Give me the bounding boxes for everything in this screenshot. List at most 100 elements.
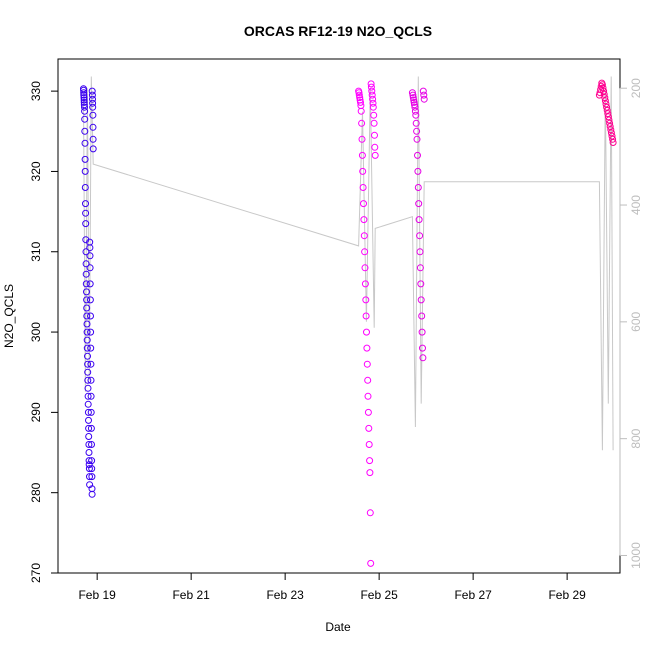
data-point-flight-3 [415, 216, 423, 224]
data-point-flight-1 [86, 252, 94, 260]
data-point-flight-1 [88, 465, 96, 473]
data-point-flight-4 [609, 139, 617, 146]
data-point-flight-1 [84, 408, 92, 416]
x-tick-label: Feb 23 [266, 588, 304, 602]
data-point-flight-2 [362, 312, 370, 320]
data-point-flight-4 [606, 119, 614, 127]
data-point-flight-2 [361, 280, 369, 288]
data-point-flight-1 [85, 465, 93, 473]
data-point-flight-2 [358, 119, 366, 127]
data-point-flight-1 [83, 320, 91, 328]
data-point-flight-1 [81, 103, 88, 111]
data-point-flight-1 [88, 91, 96, 99]
data-point-flight-3 [409, 94, 417, 102]
y-tick-label: 280 [29, 482, 43, 502]
data-point-flight-1 [85, 449, 93, 456]
data-point-flight-2 [363, 328, 370, 336]
data-point-flight-1 [89, 135, 97, 143]
data-point-flight-4 [600, 87, 608, 95]
data-point-flight-2 [370, 119, 378, 127]
data-point-flight-4 [606, 123, 614, 130]
data-point-flight-1 [81, 107, 89, 115]
data-point-flight-2 [367, 80, 375, 88]
data-point-flight-1 [86, 244, 94, 252]
data-point-flight-3 [414, 167, 422, 175]
x-tick-label: Feb 27 [454, 588, 492, 602]
data-point-flight-2 [364, 392, 372, 400]
data-point-flight-1 [84, 392, 92, 400]
data-point-flight-3 [414, 151, 421, 159]
data-point-flight-2 [363, 344, 371, 352]
data-point-flight-1 [81, 127, 89, 135]
data-point-flight-3 [412, 111, 420, 119]
data-point-flight-2 [358, 135, 366, 143]
data-point-flight-3 [409, 91, 417, 99]
data-point-flight-2 [358, 151, 366, 159]
data-point-flight-2 [371, 151, 379, 159]
data-point-flight-4 [602, 100, 610, 108]
data-point-flight-3 [414, 184, 422, 191]
data-point-flight-1 [87, 344, 95, 352]
y-tick-label: 310 [29, 241, 43, 261]
data-point-flight-2 [371, 143, 379, 151]
data-point-flight-4 [604, 110, 612, 118]
data-point-flight-2 [370, 111, 378, 119]
data-point-flight-1 [84, 376, 92, 384]
data-point-flight-3 [418, 312, 426, 320]
data-point-flight-3 [420, 95, 428, 103]
data-point-flight-3 [411, 107, 419, 115]
data-point-flight-3 [411, 101, 418, 109]
data-point-flight-1 [80, 89, 88, 97]
data-point-flight-4 [607, 126, 615, 134]
data-points-layer [80, 79, 617, 567]
data-point-flight-1 [86, 473, 93, 481]
data-point-flight-3 [410, 96, 418, 104]
y2-tick-label: 400 [629, 195, 643, 215]
data-point-flight-3 [419, 354, 427, 362]
data-point-flight-2 [357, 98, 364, 106]
data-point-flight-2 [367, 559, 375, 567]
data-point-flight-2 [367, 83, 375, 91]
data-point-flight-3 [418, 328, 426, 336]
data-point-flight-1 [80, 86, 88, 94]
data-point-flight-1 [87, 376, 95, 384]
data-point-flight-1 [83, 312, 91, 320]
pressure-trace [83, 76, 614, 451]
data-point-flight-2 [371, 131, 378, 139]
data-point-flight-1 [87, 408, 95, 416]
data-point-flight-4 [605, 116, 613, 124]
data-point-flight-1 [82, 248, 90, 256]
data-point-flight-2 [365, 424, 373, 432]
data-point-flight-1 [84, 400, 92, 408]
data-point-flight-1 [82, 209, 90, 217]
data-point-flight-1 [89, 145, 97, 153]
y2-tick-label: 800 [629, 428, 643, 448]
data-point-flight-1 [80, 91, 88, 99]
data-point-flight-2 [355, 89, 363, 97]
y-tick-label: 300 [29, 322, 43, 342]
data-point-flight-1 [82, 270, 90, 278]
data-point-flight-1 [87, 392, 95, 400]
data-point-flight-1 [81, 115, 89, 123]
x-tick-label: Feb 25 [360, 588, 398, 602]
data-point-flight-1 [84, 352, 91, 360]
data-point-flight-2 [363, 360, 371, 368]
data-point-flight-1 [83, 288, 90, 296]
data-point-flight-1 [88, 490, 96, 498]
data-point-flight-1 [83, 296, 91, 304]
y2-tick-label: 600 [629, 312, 643, 332]
chart-title: ORCAS RF12-19 N2O_QCLS [244, 23, 432, 39]
data-point-flight-1 [83, 344, 91, 352]
data-point-flight-3 [416, 264, 424, 272]
data-point-flight-4 [603, 106, 611, 114]
data-point-flight-1 [88, 441, 95, 448]
data-point-flight-3 [420, 91, 428, 99]
data-point-flight-1 [83, 304, 91, 312]
data-point-flight-3 [416, 232, 424, 240]
data-point-flight-1 [84, 384, 92, 392]
data-point-flight-4 [600, 90, 608, 98]
data-point-flight-1 [81, 155, 89, 163]
data-point-flight-1 [87, 328, 95, 336]
data-point-flight-3 [413, 135, 421, 143]
data-point-flight-3 [413, 127, 421, 135]
